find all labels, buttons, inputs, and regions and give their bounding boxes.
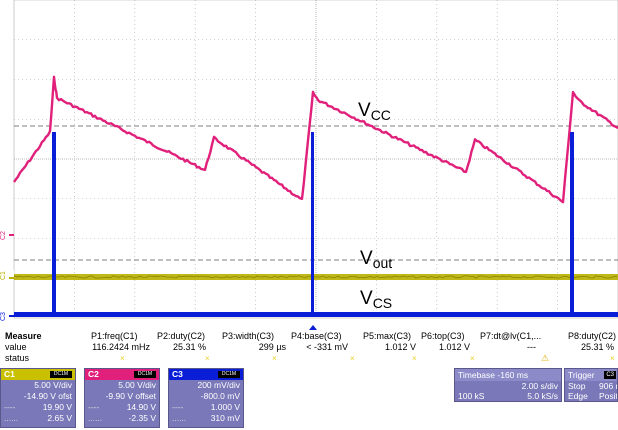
status-p3-icon: × [272, 354, 277, 363]
value-label: value [5, 342, 27, 352]
vcs-pulse-1 [52, 132, 56, 317]
channel-c2-level2: ...... -2.35 V [88, 413, 156, 423]
status-label: status [5, 353, 30, 363]
trigger-type: Edge [568, 391, 588, 401]
measure-header-p1[interactable]: P1:freq(C1) [91, 331, 138, 341]
channel-c2-coupling-badge: DC1M [134, 371, 156, 378]
channel-c1-header[interactable]: C1 DC1M [1, 369, 75, 380]
vcs-trace-baseline [14, 312, 618, 317]
channel-c3-header[interactable]: C3 DC1M [169, 369, 243, 380]
channel-c2-name: C2 [88, 369, 99, 379]
channel-c1-vdiv: 5.00 V/div [34, 380, 72, 390]
channel-c2-panel[interactable]: C2 DC1M 5.00 V/div -9.90 V offset ---- 14… [84, 368, 160, 428]
measure-value-p6: 1.012 V [438, 342, 470, 352]
measure-value-p8: 25.31 % [580, 342, 614, 352]
trigger-position-icon [309, 325, 317, 330]
status-p2-icon: × [205, 354, 210, 363]
vcc-trace [13, 75, 618, 204]
oscilloscope-display: VCC Vout VCS C2 C1 C3 [0, 0, 618, 330]
status-p4-icon: × [350, 354, 355, 363]
channel-c2-header[interactable]: C2 DC1M [85, 369, 159, 380]
trigger-mode-row: Stop 906 mV [565, 381, 617, 391]
measure-status-row: status × × × × × × ⚠ × [0, 353, 618, 364]
measure-header-p6[interactable]: P6:top(C3) [421, 331, 465, 341]
channel-c1-level2: ...... 2.65 V [4, 413, 72, 423]
measure-header-p3[interactable]: P3:width(C3) [222, 331, 275, 341]
channel-c3-level1: ---- 1.000 V [172, 402, 240, 412]
trigger-source-badge: C3 [604, 371, 616, 379]
channel-c3-offset: -800.0 mV [200, 391, 240, 401]
measure-header-p2[interactable]: P2:duty(C2) [157, 331, 206, 341]
status-p1-icon: × [120, 354, 125, 363]
timebase-rate: 5.0 kS/s [527, 391, 558, 401]
channel-c3-level2: ...... 310 mV [172, 413, 240, 423]
measure-header-p4[interactable]: P4:base(C3) [291, 331, 342, 341]
channel-c2-level1: ---- 14.90 V [88, 402, 156, 412]
channel-markers [0, 234, 317, 330]
measure-value-p1: 116.2424 mHz [92, 342, 150, 352]
measure-value-row: value 116.2424 mHz 25.31 % 299 µs < -331… [0, 342, 618, 353]
status-p7-warning-icon: ⚠ [541, 353, 550, 363]
timebase-rate-row: 100 kS 5.0 kS/s [455, 391, 561, 401]
channel-c1-marker-label: C1 [0, 271, 7, 280]
measure-value-p4: < -331 mV [306, 342, 348, 352]
timebase-delay: -160 ms [497, 370, 529, 380]
trigger-level: 906 mV [599, 381, 617, 391]
channel-c1-offset: -14.90 V ofst [23, 391, 72, 401]
measure-header-p7[interactable]: P7:dt@lv(C1,... [480, 331, 542, 341]
channel-c1-name: C1 [4, 369, 15, 379]
status-p8-icon: × [610, 354, 615, 363]
channel-c1-coupling-badge: DC1M [50, 371, 72, 378]
channel-c3-vdiv: 200 mV/div [197, 380, 240, 390]
channel-c2-vdiv: 5.00 V/div [118, 380, 156, 390]
vcs-label: VCS [360, 288, 392, 311]
vout-label: Vout [360, 248, 392, 271]
measurement-table: Measure P1:freq(C1) P2:duty(C2) P3:width… [0, 330, 618, 368]
timebase-panel[interactable]: Timebase -160 ms 2.00 s/div 100 kS 5.0 k… [454, 368, 562, 402]
timebase-sdiv: 2.00 s/div [521, 381, 558, 391]
timebase-samples: 100 kS [458, 391, 485, 401]
channel-c3-marker-label: C3 [0, 312, 7, 321]
trigger-header[interactable]: Trigger C3 [565, 369, 617, 381]
measure-value-p2: 25.31 % [172, 342, 206, 352]
channel-c3-panel[interactable]: C3 DC1M 200 mV/div -800.0 mV ---- 1.000 V… [168, 368, 244, 428]
status-p5-icon: × [412, 354, 417, 363]
measure-header-p8[interactable]: P8:duty(C2) [568, 331, 617, 341]
channel-c3-name: C3 [172, 369, 183, 379]
trigger-type-row: Edge Positive [565, 391, 617, 401]
c1-marker-bg [0, 270, 14, 278]
channel-c1-panel[interactable]: C1 DC1M 5.00 V/div -14.90 V ofst ---- 19.… [0, 368, 76, 428]
vcs-pulse-2 [311, 132, 314, 317]
status-p6-icon: × [470, 354, 475, 363]
channel-c2-offset: -9.90 V offset [105, 391, 156, 401]
measure-header-p5[interactable]: P5:max(C3) [363, 331, 412, 341]
vcc-label: VCC [358, 100, 391, 123]
measure-value-p7: --- [527, 342, 536, 352]
measure-value-p3: 299 µs [258, 342, 286, 352]
vcs-pulse-3 [570, 132, 574, 317]
waveform-traces [13, 75, 618, 317]
measure-title: Measure [5, 331, 42, 341]
measure-header-row: Measure P1:freq(C1) P2:duty(C2) P3:width… [0, 331, 618, 342]
trigger-panel[interactable]: Trigger C3 Stop 906 mV Edge Positive [564, 368, 618, 402]
trigger-slope: Positive [599, 391, 618, 401]
timebase-header[interactable]: Timebase -160 ms [455, 369, 561, 381]
timebase-sdiv-row: 2.00 s/div [455, 381, 561, 391]
measure-value-p5: 1.012 V [384, 342, 416, 352]
channel-c2-marker-label: C2 [0, 231, 7, 240]
trigger-mode: Stop [568, 381, 586, 391]
channel-c3-coupling-badge: DC1M [218, 371, 240, 378]
channel-c1-level1: ---- 19.90 V [4, 402, 72, 412]
